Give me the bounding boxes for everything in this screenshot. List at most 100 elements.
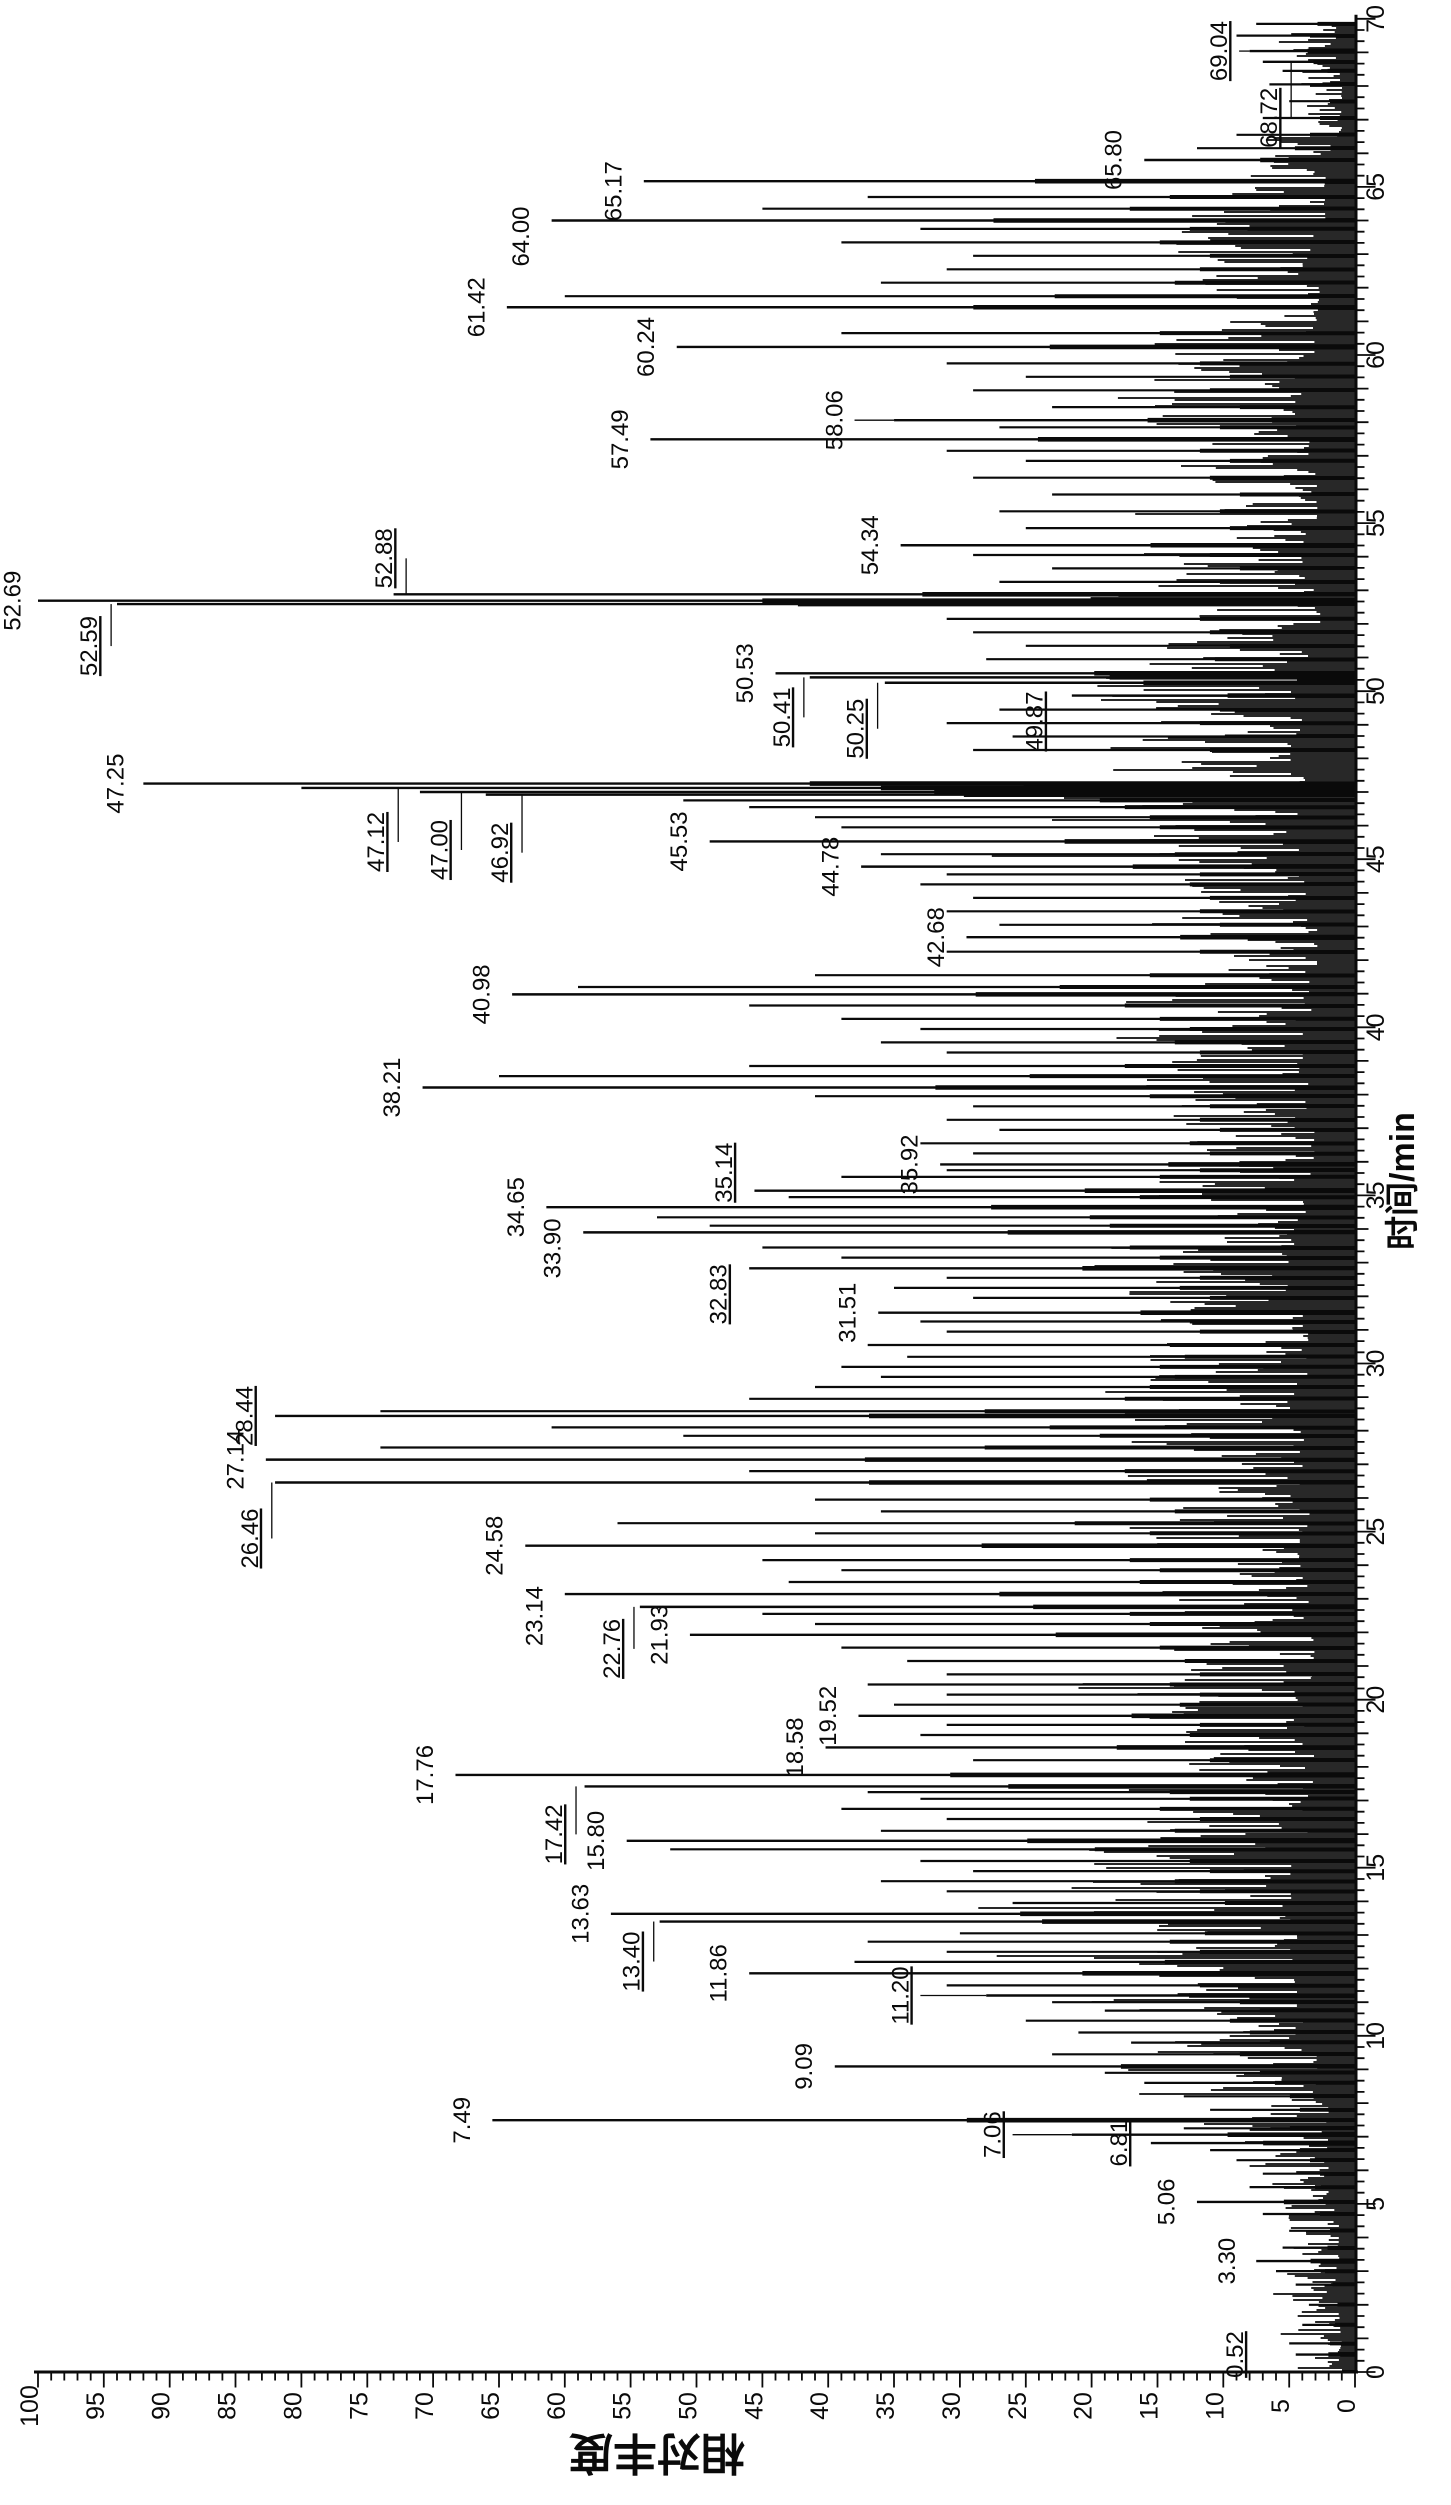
- abundance-axis-ticks: [37, 2373, 1356, 2388]
- peak-labels: 0.52 3.30 5.06 6.81 7.06 7.49 9.09 11.20 11.86 13…: [0, 21, 1283, 2378]
- peak-leader-lines: [110, 50, 1292, 2136]
- peak-label: 46.92: [487, 823, 514, 883]
- abundance-axis-title: 相对丰度: [569, 2428, 745, 2477]
- abundance-tick-label: 10: [1201, 2392, 1229, 2420]
- peak-label: 13.63: [567, 1884, 594, 1944]
- abundance-tick-label: 5: [1267, 2399, 1295, 2413]
- peak-label: 50.41: [769, 687, 796, 747]
- peak-label: 60.24: [633, 317, 660, 377]
- unlabeled-peaks-path: [380, 22, 1355, 2345]
- abundance-tick-label: 80: [279, 2392, 307, 2420]
- peak-label: 27.14: [222, 1430, 249, 1490]
- time-tick-label: 60: [1362, 341, 1390, 369]
- peak-label: 34.65: [503, 1177, 530, 1237]
- peak-label: 26.46: [237, 1508, 264, 1568]
- abundance-tick-label: 85: [214, 2392, 242, 2420]
- abundance-tick-label: 70: [411, 2392, 439, 2420]
- time-tick-label: 15: [1362, 1854, 1390, 1882]
- peak-label: 69.04: [1206, 21, 1233, 81]
- time-tick-label: 55: [1362, 509, 1390, 537]
- peak-label: 58.06: [822, 390, 849, 450]
- time-tick-label: 40: [1362, 1013, 1390, 1041]
- abundance-tick-label: 90: [148, 2392, 176, 2420]
- peak-label: 24.58: [482, 1516, 509, 1576]
- peak-label: 18.58: [782, 1717, 809, 1777]
- peak-label: 21.93: [646, 1605, 673, 1665]
- time-tick-labels: 0 5 10 15 20 25 30 35 40 45 50 55 60 65 70: [1362, 5, 1390, 2379]
- trace-unlabeled-peaks: [380, 21, 1355, 2346]
- peak-label: 17.76: [412, 1745, 439, 1805]
- peak-label: 38.21: [379, 1057, 406, 1117]
- peak-label: 22.76: [599, 1619, 626, 1679]
- peak-label: 45.53: [666, 811, 693, 871]
- peak-label: 47.00: [426, 820, 453, 880]
- peak-label: 35.92: [897, 1134, 924, 1194]
- abundance-tick-label: 20: [1070, 2392, 1098, 2420]
- peak-label: 52.59: [76, 616, 103, 676]
- peak-label: 7.49: [449, 2097, 476, 2144]
- time-tick-label: 0: [1362, 2365, 1390, 2379]
- time-tick-label: 45: [1362, 845, 1390, 873]
- abundance-tick-label: 25: [1004, 2392, 1032, 2420]
- trace-labeled-peaks: [38, 48, 1355, 2357]
- peak-label: 65.17: [600, 161, 627, 221]
- peak-label: 52.69: [0, 571, 27, 631]
- abundance-tick-label: 40: [806, 2392, 834, 2420]
- peak-label: 57.49: [607, 409, 634, 469]
- time-tick-label: 20: [1362, 1686, 1390, 1714]
- peak-label: 52.88: [371, 528, 398, 588]
- peak-label: 64.00: [508, 206, 535, 266]
- peak-label: 61.42: [463, 277, 490, 337]
- peak-label: 13.40: [619, 1932, 646, 1992]
- peak-label: 32.83: [706, 1264, 733, 1324]
- time-tick-label: 5: [1362, 2197, 1390, 2211]
- abundance-tick-label: 15: [1135, 2392, 1163, 2420]
- peak-label: 40.98: [469, 964, 496, 1024]
- abundance-tick-label: 35: [872, 2392, 900, 2420]
- peak-label: 47.25: [102, 754, 129, 814]
- peak-label: 3.30: [1214, 2238, 1241, 2285]
- abundance-tick-label: 65: [477, 2392, 505, 2420]
- peak-label: 23.14: [521, 1586, 548, 1646]
- peak-label: 33.90: [540, 1218, 567, 1278]
- peak-label: 15.80: [583, 1811, 610, 1871]
- peak-label: 31.51: [835, 1283, 862, 1343]
- time-tick-label: 70: [1362, 5, 1390, 33]
- abundance-tick-label: 45: [740, 2392, 768, 2420]
- peak-label: 28.44: [232, 1386, 259, 1446]
- abundance-tick-labels: 100 95 90 85 80 75 70 65 60 55 50 45 40 35 30 25 20 15 10 5…: [16, 2385, 1361, 2427]
- abundance-tick-label: 50: [675, 2392, 703, 2420]
- peak-label: 50.25: [843, 699, 870, 759]
- peak-label: 42.68: [923, 907, 950, 967]
- peak-label: 9.09: [791, 2043, 818, 2090]
- time-axis-ticks: [1357, 17, 1376, 2373]
- abundance-tick-label: 0: [1333, 2399, 1361, 2413]
- peak-label: 11.20: [887, 1966, 914, 2024]
- time-tick-label: 25: [1362, 1518, 1390, 1546]
- peak-label: 5.06: [1153, 2179, 1180, 2226]
- abundance-tick-label: 30: [938, 2392, 966, 2420]
- peak-label: 6.81: [1106, 2120, 1133, 2167]
- peak-label: 68.72: [1256, 88, 1283, 148]
- axes: [34, 14, 1358, 2374]
- peak-label: 65.80: [1101, 130, 1128, 190]
- abundance-tick-label: 55: [609, 2392, 637, 2420]
- peak-label: 50.53: [732, 643, 759, 703]
- time-tick-label: 65: [1362, 173, 1390, 201]
- peak-label: 54.34: [857, 515, 884, 575]
- peak-label: 7.06: [980, 2111, 1007, 2158]
- abundance-tick-label: 60: [543, 2392, 571, 2420]
- abundance-tick-label: 75: [345, 2392, 373, 2420]
- time-tick-label: 50: [1362, 677, 1390, 705]
- peak-label: 17.42: [541, 1804, 568, 1864]
- peak-label: 11.86: [706, 1944, 733, 2002]
- time-tick-label: 30: [1362, 1350, 1390, 1378]
- time-tick-label: 35: [1362, 1181, 1390, 1209]
- peak-label: 0.52: [1222, 2331, 1249, 2378]
- peak-label: 35.14: [711, 1143, 738, 1203]
- peak-label: 47.12: [363, 812, 390, 872]
- time-ticks-path: [1357, 17, 1376, 2373]
- abundance-tick-label: 95: [82, 2392, 110, 2420]
